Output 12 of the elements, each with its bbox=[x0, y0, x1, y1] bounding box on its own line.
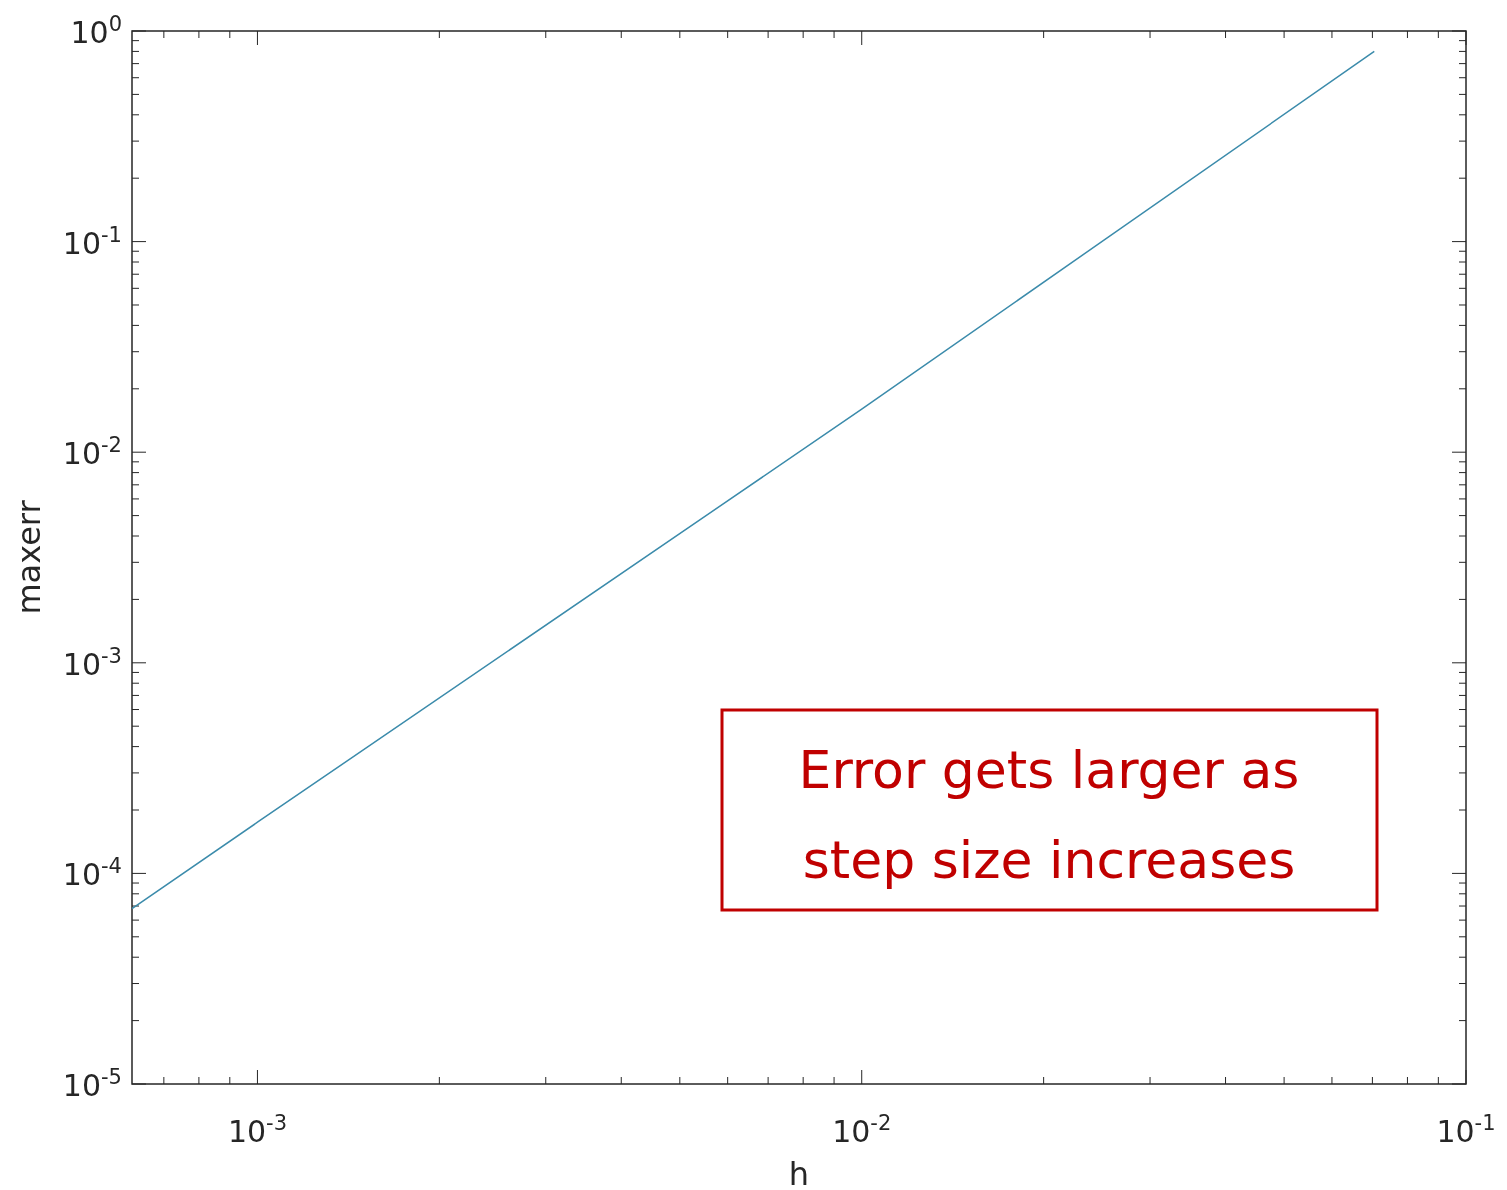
y-tick-label: 10$^{-4}$ bbox=[62, 854, 122, 893]
y-tick-label: 10$^{-2}$ bbox=[62, 433, 122, 472]
x-tick-label: 10$^{-3}$ bbox=[227, 1111, 288, 1149]
x-tick-label: 10$^{-2}$ bbox=[832, 1111, 892, 1149]
x-axis-title: h bbox=[788, 1155, 810, 1190]
y-tick-label: 10$^{-5}$ bbox=[62, 1065, 122, 1103]
y-tick-label: 10$^{0}$ bbox=[70, 12, 122, 50]
y-tick-label: 10$^{-1}$ bbox=[62, 222, 122, 261]
y-tick-label: 10$^{-3}$ bbox=[62, 643, 122, 682]
x-tick-label: 10$^{-1}$ bbox=[1436, 1111, 1496, 1149]
annotation: Error gets larger as step size increases bbox=[798, 740, 1300, 890]
y-axis-title: maxerr bbox=[10, 499, 48, 615]
